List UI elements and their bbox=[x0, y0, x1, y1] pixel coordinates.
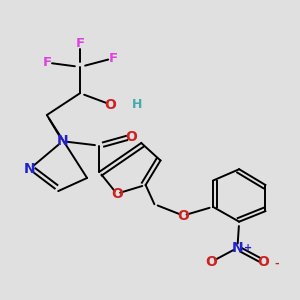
Text: O: O bbox=[205, 255, 217, 269]
Text: O: O bbox=[111, 187, 123, 201]
Text: +: + bbox=[244, 243, 252, 253]
Text: N: N bbox=[57, 134, 68, 148]
Text: F: F bbox=[42, 56, 51, 69]
Text: O: O bbox=[258, 255, 270, 269]
Text: F: F bbox=[109, 52, 118, 65]
Text: O: O bbox=[177, 208, 189, 223]
Text: -: - bbox=[274, 259, 279, 269]
Text: N: N bbox=[232, 241, 243, 255]
Text: H: H bbox=[132, 98, 142, 111]
Text: F: F bbox=[76, 37, 85, 50]
Text: N: N bbox=[24, 162, 35, 176]
Text: O: O bbox=[125, 130, 137, 144]
Text: O: O bbox=[105, 98, 117, 112]
